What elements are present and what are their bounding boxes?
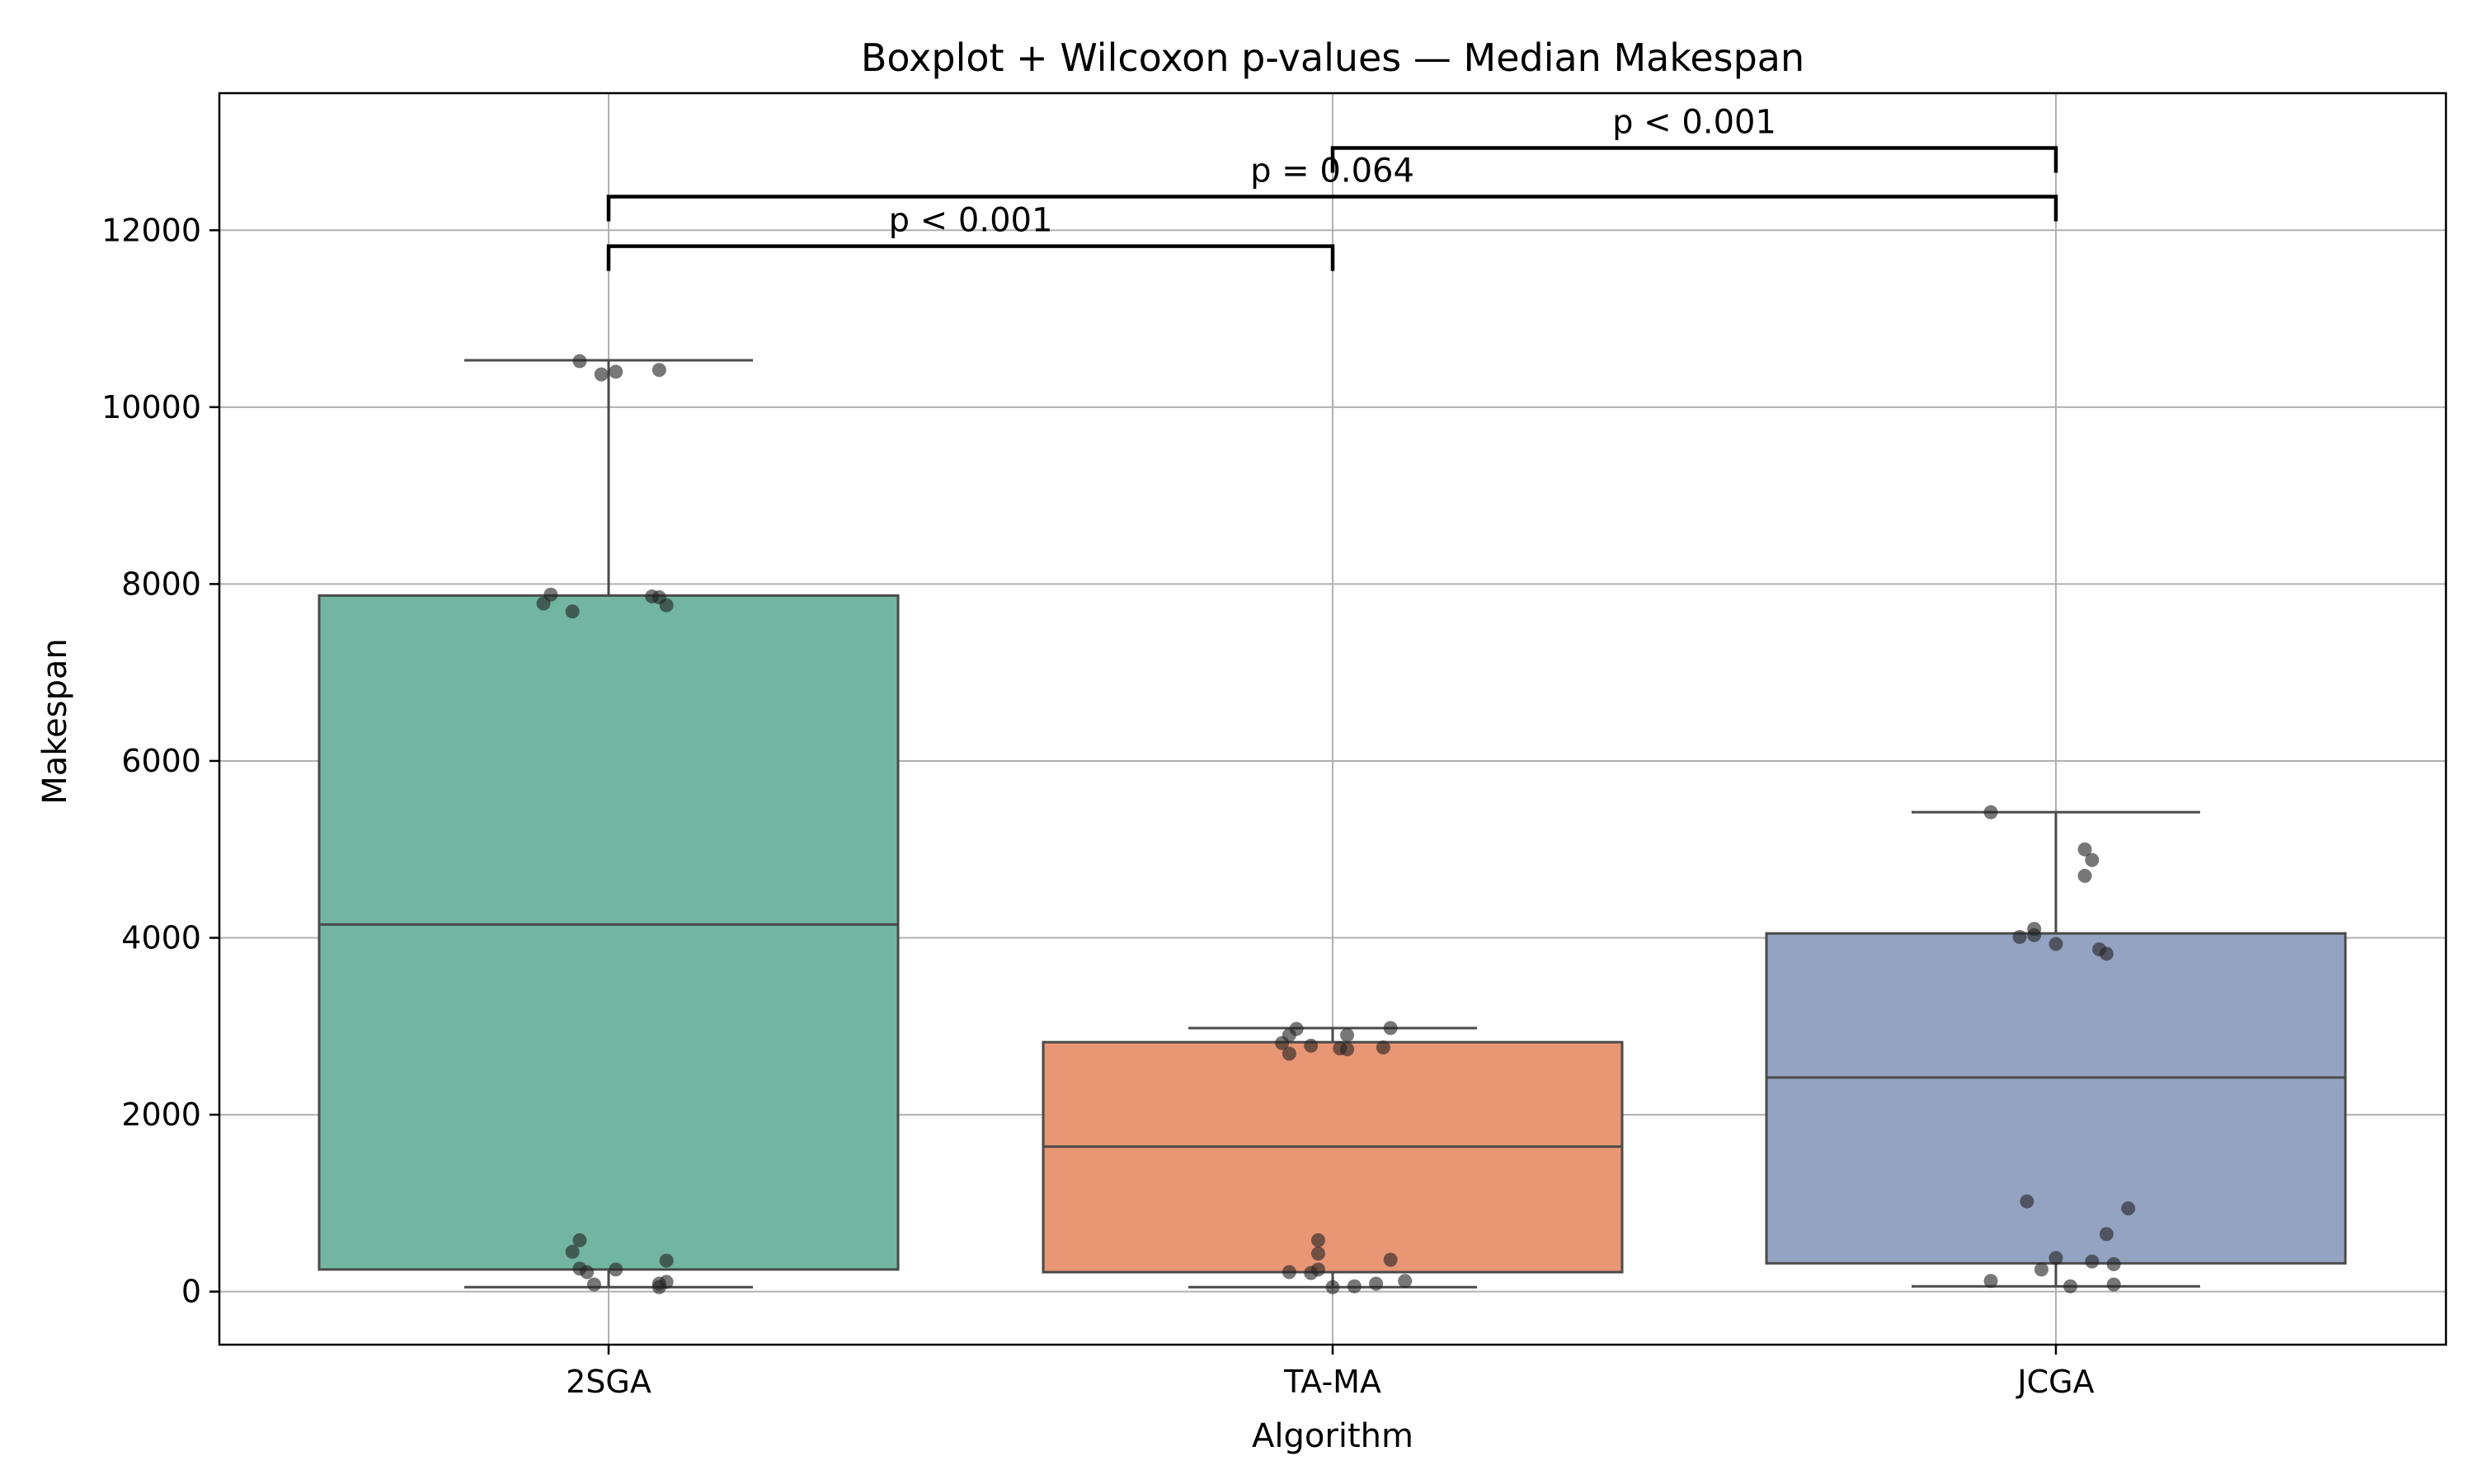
y-tick-label: 8000 <box>121 566 201 602</box>
data-point <box>659 598 674 613</box>
data-point <box>1282 1028 1296 1043</box>
data-point <box>2048 937 2063 951</box>
data-point <box>2020 1194 2034 1209</box>
data-point <box>2099 1227 2114 1242</box>
y-axis-label: Makespan <box>36 638 74 804</box>
p-value-label: p < 0.001 <box>1612 104 1776 142</box>
significance-bracket <box>606 244 1335 271</box>
data-point <box>1304 1266 1319 1280</box>
data-point <box>2121 1201 2136 1216</box>
data-point <box>586 1277 601 1292</box>
data-point <box>609 364 623 379</box>
data-point <box>2063 1279 2078 1294</box>
axis-ticks: 0 2000 4000 6000 8000 10000 12000 2SGA TA-MA JCGA <box>101 212 2094 1400</box>
data-point <box>2077 842 2092 857</box>
p-value-label: p < 0.001 <box>889 202 1053 240</box>
data-point <box>2077 868 2092 883</box>
data-point <box>565 604 580 619</box>
data-point <box>1325 1280 1340 1294</box>
data-point <box>572 354 587 369</box>
data-point <box>1347 1279 1362 1294</box>
data-point <box>580 1265 595 1280</box>
significance-bracket <box>606 195 2058 222</box>
x-tick-label: 2SGA <box>566 1364 651 1400</box>
data-point <box>1398 1274 1413 1289</box>
data-point <box>2012 929 2027 944</box>
data-points <box>536 354 2136 1294</box>
data-point <box>536 596 551 611</box>
data-point <box>2085 852 2100 867</box>
data-point <box>2034 1262 2048 1277</box>
data-point <box>2106 1277 2121 1292</box>
y-tick-label: 4000 <box>121 920 201 956</box>
data-point <box>2085 1254 2100 1269</box>
data-point <box>1983 1274 1998 1289</box>
data-point <box>1383 1021 1398 1036</box>
data-point <box>1304 1038 1319 1053</box>
box-2sga <box>317 594 900 1271</box>
data-point <box>1282 1265 1296 1280</box>
data-point <box>1310 1247 1325 1261</box>
data-point <box>1376 1040 1390 1055</box>
data-point <box>1310 1233 1325 1247</box>
data-point <box>572 1233 587 1247</box>
data-point <box>565 1244 580 1259</box>
data-point <box>1369 1276 1384 1291</box>
y-tick-label: 6000 <box>121 743 201 779</box>
data-point <box>1282 1046 1296 1061</box>
x-tick-label: JCGA <box>2015 1364 2094 1400</box>
data-point <box>1340 1042 1355 1057</box>
data-point <box>594 367 609 382</box>
y-tick-label: 0 <box>181 1274 201 1310</box>
data-point <box>659 1253 674 1268</box>
box-ta-ma <box>1042 1040 1624 1274</box>
chart-title: Boxplot + Wilcoxon p-values — Median Mak… <box>861 35 1804 80</box>
y-tick-label: 2000 <box>121 1097 201 1133</box>
data-point <box>1383 1252 1398 1267</box>
boxes <box>317 359 2347 1289</box>
data-point <box>651 1276 666 1291</box>
data-point <box>2048 1251 2063 1266</box>
x-axis-label: Algorithm <box>1252 1417 1413 1455</box>
significance-bracket <box>1330 146 2058 173</box>
data-point <box>1340 1028 1355 1043</box>
x-tick-label: TA-MA <box>1283 1364 1381 1400</box>
data-point <box>2099 946 2114 961</box>
data-point <box>2027 928 2042 942</box>
data-point <box>2106 1256 2121 1271</box>
box-jcga <box>1765 932 2347 1265</box>
data-point <box>651 363 666 378</box>
data-point <box>1983 805 1998 819</box>
y-tick-label: 10000 <box>101 389 201 425</box>
data-point <box>609 1262 623 1277</box>
y-tick-label: 12000 <box>101 212 201 248</box>
